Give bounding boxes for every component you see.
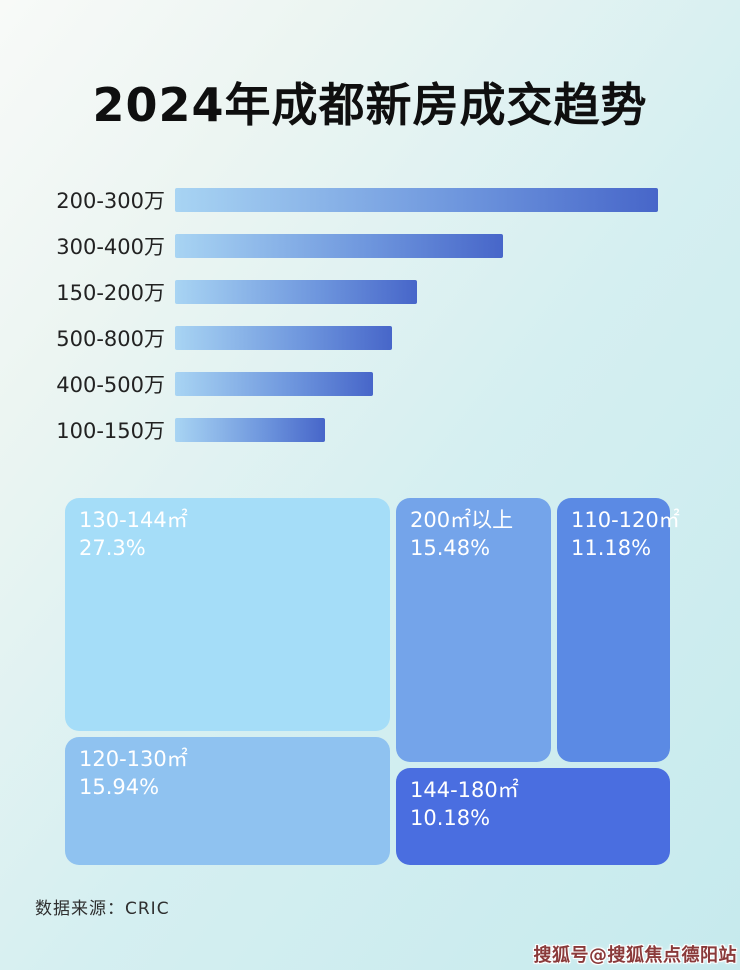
bar: [175, 280, 417, 304]
bar: [175, 188, 658, 212]
tile-percent-value: 10.18%: [410, 805, 491, 830]
tile-area-range-label: 130-144㎡: [79, 508, 188, 532]
area-share-treemap: 130-144㎡ 27.3% 120-130㎡ 15.94% 200㎡以上 15.48% 1…: [65, 498, 680, 865]
tile-percent-value: 27.3%: [79, 535, 146, 560]
bar-row: 200-300万: [0, 188, 740, 213]
treemap-tile: 120-130㎡ 15.94%: [65, 737, 390, 865]
tile-percent-value: 15.94%: [79, 774, 160, 799]
treemap-tile: 200㎡以上 15.48%: [396, 498, 551, 762]
tile-percent-value: 11.18%: [571, 535, 652, 560]
bar-row: 500-800万: [0, 326, 740, 351]
bar: [175, 372, 374, 396]
bar-category-label: 500-800万: [56, 327, 165, 351]
bar-category-label: 150-200万: [56, 281, 165, 305]
bar: [175, 326, 393, 350]
tile-percent-value: 15.48%: [410, 535, 491, 560]
bar-category-label: 100-150万: [56, 419, 165, 443]
bar: [175, 418, 325, 442]
treemap-tile: 130-144㎡ 27.3%: [65, 498, 390, 731]
bar-row: 100-150万: [0, 418, 740, 443]
treemap-tile: 144-180㎡ 10.18%: [396, 768, 670, 865]
page-title: 2024年成都新房成交趋势: [92, 77, 648, 132]
bar-category-label: 300-400万: [56, 235, 165, 259]
price-band-bar-chart: 200-300万 300-400万 150-200万 500-800万 400-500万…: [0, 188, 740, 464]
data-source-label: 数据来源：CRIC: [35, 899, 170, 919]
bar-category-label: 400-500万: [56, 373, 165, 397]
bar-row: 400-500万: [0, 372, 740, 397]
tile-area-range-label: 200㎡以上: [410, 508, 514, 532]
bar: [175, 234, 504, 258]
watermark-text: 搜狐号@搜狐焦点德阳站: [533, 945, 737, 966]
tile-area-range-label: 144-180㎡: [410, 778, 519, 802]
treemap-tile: 110-120㎡ 11.18%: [557, 498, 680, 762]
tile-area-range-label: 110-120㎡: [571, 508, 680, 532]
bar-row: 150-200万: [0, 280, 740, 305]
bar-row: 300-400万: [0, 234, 740, 259]
bar-category-label: 200-300万: [56, 189, 165, 213]
tile-area-range-label: 120-130㎡: [79, 747, 188, 771]
